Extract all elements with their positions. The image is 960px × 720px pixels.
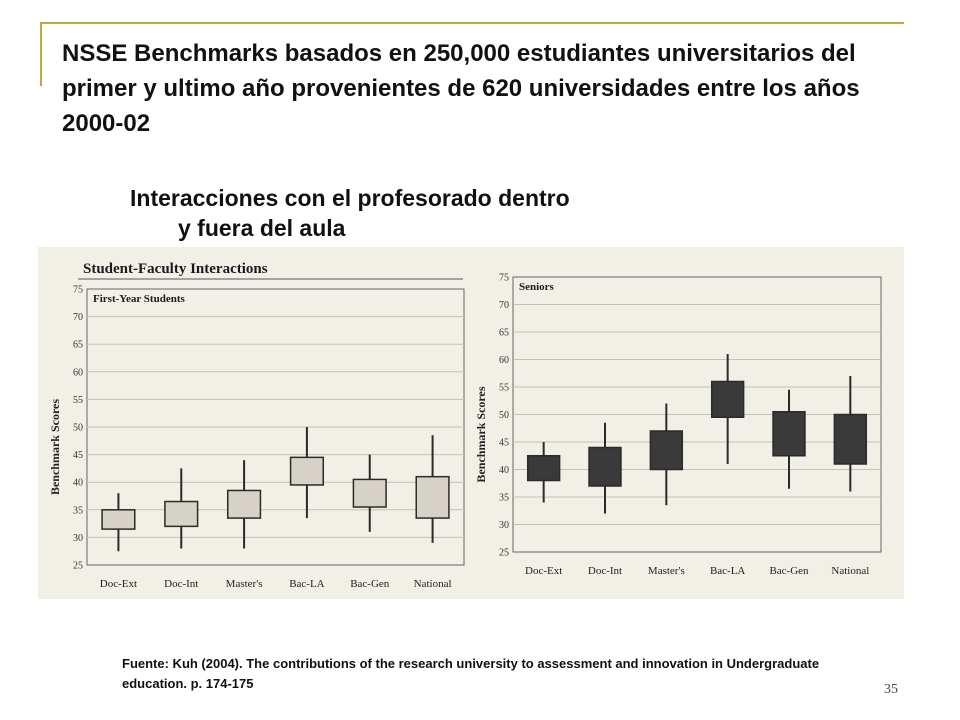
page-number: 35 xyxy=(884,682,898,697)
y-tick-label: 70 xyxy=(73,312,83,323)
source-citation: Fuente: Kuh (2004). The contributions of… xyxy=(122,656,820,691)
chart-svg: Student-Faculty Interactions 25 30 35 40 45 50… xyxy=(48,261,882,590)
category-label: National xyxy=(414,578,452,590)
left-rule xyxy=(40,22,42,86)
category-label: Doc-Ext xyxy=(100,578,137,590)
y-tick-label: 75 xyxy=(73,285,83,296)
category-label: Master's xyxy=(226,578,263,590)
top-rule xyxy=(40,22,904,24)
y-tick-label: 60 xyxy=(73,367,83,378)
slide-subtitle: Interacciones con el profesorado dentro … xyxy=(130,183,730,243)
category-label: Bac-Gen xyxy=(769,565,809,577)
box xyxy=(352,478,387,508)
slide-title: NSSE Benchmarks basados en 250,000 estud… xyxy=(62,40,860,137)
y-axis-label: Benchmark Scores xyxy=(474,386,488,482)
y-tick-label: 55 xyxy=(499,383,509,394)
y-tick-label: 50 xyxy=(499,410,509,421)
box xyxy=(588,446,622,487)
y-tick-label: 50 xyxy=(73,423,83,434)
box xyxy=(289,456,325,486)
y-tick-label: 25 xyxy=(73,561,83,572)
y-tick-label: 70 xyxy=(499,300,509,311)
box xyxy=(649,430,684,471)
chart-title: Student-Faculty Interactions xyxy=(83,261,268,277)
chart-image: Student-Faculty Interactions 25 30 35 40 45 50… xyxy=(38,247,904,599)
y-tick-label: 40 xyxy=(73,478,83,489)
y-tick-label: 75 xyxy=(499,273,509,284)
box xyxy=(226,489,262,519)
box xyxy=(710,380,745,418)
subtitle-line-2: y fuera del aula xyxy=(178,215,346,241)
y-tick-label: 25 xyxy=(499,548,509,559)
box xyxy=(101,509,136,530)
y-axis-label: Benchmark Scores xyxy=(48,399,62,495)
box xyxy=(526,455,561,482)
panel-label-0: First-Year Students xyxy=(93,293,185,305)
box xyxy=(164,500,199,528)
y-tick-label: 30 xyxy=(73,533,83,544)
y-tick-label: 40 xyxy=(499,465,509,476)
y-tick-label: 55 xyxy=(73,395,83,406)
category-label: Bac-Gen xyxy=(350,578,390,590)
box xyxy=(772,411,806,457)
category-label: Master's xyxy=(648,565,685,577)
y-tick-label: 65 xyxy=(499,328,509,339)
y-tick-label: 35 xyxy=(73,505,83,516)
category-label: Bac-LA xyxy=(710,565,745,577)
y-tick-label: 65 xyxy=(73,340,83,351)
category-label: Bac-LA xyxy=(289,578,324,590)
box xyxy=(833,413,868,465)
y-tick-label: 45 xyxy=(499,438,509,449)
category-label: Doc-Ext xyxy=(525,565,562,577)
category-label: Doc-Int xyxy=(588,565,622,577)
subtitle-line-1: Interacciones con el profesorado dentro xyxy=(130,185,570,211)
y-tick-label: 35 xyxy=(499,493,509,504)
panel-label-1: Seniors xyxy=(519,281,555,293)
box xyxy=(415,475,450,519)
y-tick-label: 45 xyxy=(73,450,83,461)
category-label: Doc-Int xyxy=(164,578,198,590)
y-tick-label: 60 xyxy=(499,355,509,366)
category-label: National xyxy=(831,565,869,577)
y-tick-label: 30 xyxy=(499,520,509,531)
